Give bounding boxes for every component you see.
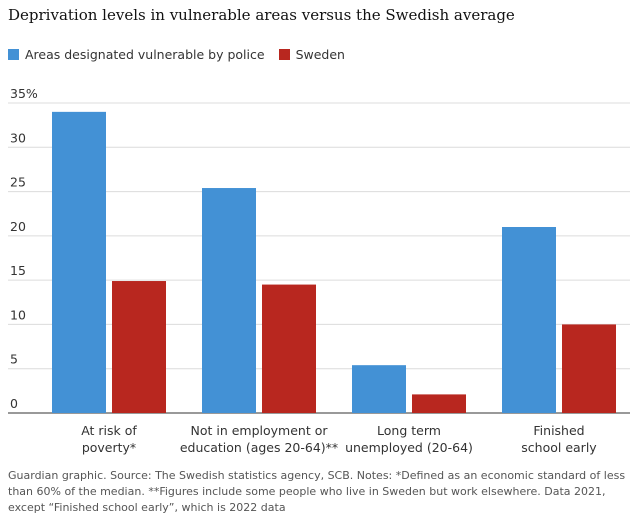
bar-vulnerable — [502, 227, 556, 413]
bar-vulnerable — [52, 111, 106, 413]
category-label: Long term unemployed (20-64) — [345, 423, 473, 455]
legend-label-vulnerable: Areas designated vulnerable by police — [25, 47, 265, 62]
legend-swatch-sweden — [278, 49, 290, 60]
legend-item-vulnerable: Areas designated vulnerable by police — [8, 47, 265, 62]
y-tick-label: 0 — [10, 396, 18, 411]
y-tick-label: 20 — [10, 219, 26, 234]
y-tick-label: 10 — [10, 307, 26, 322]
bar-sweden — [412, 394, 466, 413]
legend-item-sweden: Sweden — [278, 47, 345, 62]
bar-sweden — [262, 284, 316, 413]
bar-vulnerable — [352, 365, 406, 413]
y-tick-label: 15 — [10, 263, 26, 278]
y-tick-label: 35% — [10, 86, 38, 101]
y-tick-label: 30 — [10, 130, 26, 145]
bar-sweden — [562, 324, 616, 413]
y-tick-label: 5 — [10, 352, 18, 367]
chart-title: Deprivation levels in vulnerable areas v… — [8, 6, 515, 24]
category-label: Finished school early — [521, 423, 597, 455]
legend: Areas designated vulnerable by police Sw… — [8, 47, 359, 62]
source-footnote: Guardian graphic. Source: The Swedish st… — [8, 469, 626, 514]
legend-swatch-vulnerable — [8, 49, 19, 60]
y-tick-label: 25 — [10, 175, 26, 190]
category-label: Not in employment or education (ages 20-6… — [180, 423, 338, 455]
bar-vulnerable — [202, 188, 256, 413]
category-label: At risk of poverty* — [81, 423, 137, 455]
legend-label-sweden: Sweden — [295, 47, 345, 62]
bar-sweden — [112, 281, 166, 413]
bar-chart: 35% 30 25 20 15 10 5 0 At risk of poverty* Not in … — [8, 86, 630, 455]
